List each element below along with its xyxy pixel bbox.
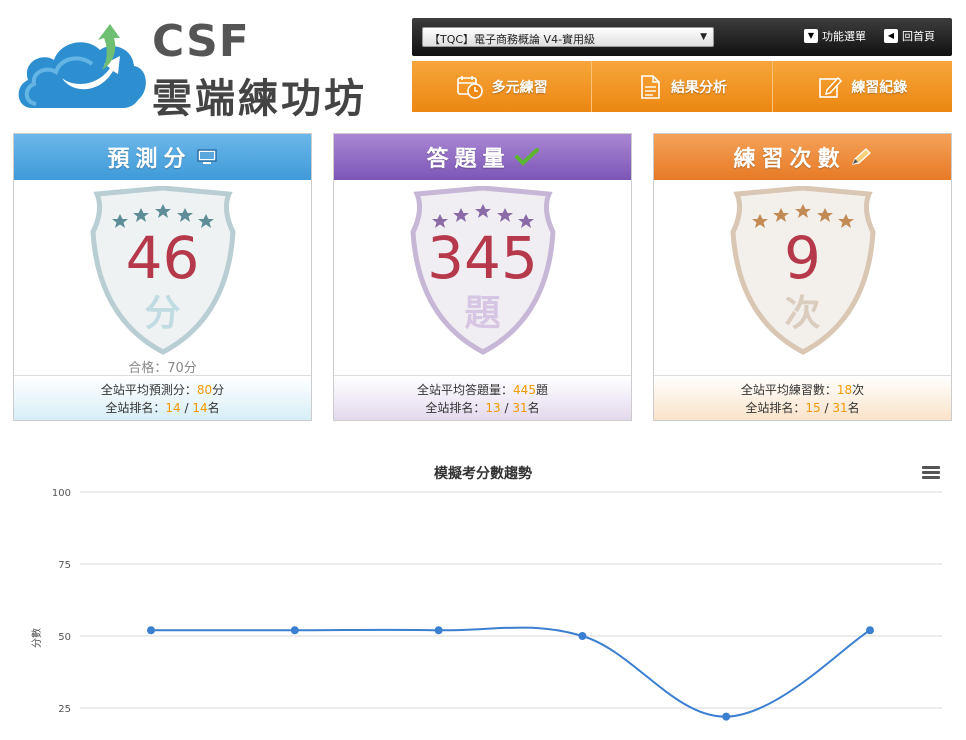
rank-unit: 名 [847, 401, 860, 415]
chevron-down-icon: ▼ [700, 32, 707, 42]
edit-icon [819, 76, 843, 98]
shield-badge-icon [410, 186, 556, 355]
answered-count-value: 345 [427, 224, 538, 292]
rank-separator: / [500, 401, 513, 415]
practice-count-value: 9 [784, 224, 821, 292]
rank-unit: 名 [207, 401, 220, 415]
chart-plot: 分數 25 50 75 100 [30, 488, 942, 721]
site-rank-line: 全站排名：15 / 31名 [654, 399, 951, 417]
predicted-score-unit: 分 [144, 293, 181, 334]
rank-separator: / [180, 401, 193, 415]
data-point[interactable] [147, 626, 155, 635]
site-average-line: 全站平均答題量：445題 [334, 381, 631, 399]
document-icon [641, 74, 660, 99]
questions-answered-card: 答題量 345 題 全站平均答題量：445題 全站排名：13 / 31名 [333, 133, 632, 421]
series-line [150, 626, 871, 718]
card-footer: 全站平均答題量：445題 全站排名：13 / 31名 [334, 375, 631, 420]
data-point[interactable] [578, 632, 587, 640]
nav-practice-record[interactable]: 練習紀錄 [773, 61, 952, 112]
avg-value: 445 [513, 383, 536, 397]
nav-multi-practice[interactable]: 多元練習 [412, 61, 593, 112]
logo-abbr: CSF [152, 16, 250, 67]
y-tick-label: 50 [58, 632, 71, 643]
nav-practice-record-label: 練習紀錄 [851, 79, 908, 96]
nav-result-analysis[interactable]: 結果分析 [592, 61, 773, 112]
cloud-logo-icon [18, 24, 146, 108]
pencil-icon [851, 148, 871, 165]
avg-label: 全站平均練習數： [740, 383, 837, 397]
hamburger-menu-icon[interactable] [922, 466, 940, 480]
practice-count-card: 練習次數 9 次 全站平均練習數：18次 全站排名：15 / 31名 [653, 133, 952, 421]
avg-label: 全站平均預測分： [100, 383, 197, 397]
logo-name: 雲端練功坊 [152, 76, 367, 122]
predicted-score-value: 46 [125, 224, 200, 292]
answered-count-unit: 題 [464, 293, 501, 334]
card-title: 預測分 [107, 147, 192, 172]
rank-separator: / [820, 401, 833, 415]
course-select-value: 【TQC】電子商務概論 V4-實用級 [429, 33, 596, 46]
course-select[interactable]: 【TQC】電子商務概論 V4-實用級 ▼ [422, 27, 714, 47]
rank-total: 14 [192, 401, 208, 415]
rank-value: 15 [805, 401, 821, 415]
check-icon [514, 148, 539, 166]
card-footer: 全站平均練習數：18次 全站排名：15 / 31名 [654, 375, 951, 420]
card-header: 練習次數 [654, 134, 951, 180]
rank-label: 全站排名： [105, 401, 166, 415]
site-average-line: 全站平均練習數：18次 [654, 381, 951, 399]
y-axis-label: 分數 [30, 628, 43, 648]
card-title: 答題量 [426, 147, 511, 172]
data-point[interactable] [722, 712, 731, 721]
practice-count-unit: 次 [784, 293, 821, 334]
monitor-icon [196, 149, 217, 164]
data-point[interactable] [866, 626, 874, 635]
card-header: 預測分 [14, 134, 311, 180]
avg-value: 80 [196, 383, 213, 397]
home-link[interactable]: ◀ 回首頁 [884, 28, 935, 44]
main-nav: 多元練習 結果分析 練習紀錄 [412, 61, 952, 112]
caret-down-icon: ▼ [804, 29, 818, 43]
top-bar: 【TQC】電子商務概論 V4-實用級 ▼ ▼ 功能選單 ◀ 回首頁 [412, 18, 952, 56]
avg-unit: 分 [212, 383, 225, 397]
site-rank-line: 全站排名：14 / 14名 [14, 399, 311, 417]
card-footer: 全站平均預測分：80分 全站排名：14 / 14名 [14, 375, 311, 420]
shield-badge-icon [90, 186, 236, 355]
site-rank-line: 全站排名：13 / 31名 [334, 399, 631, 417]
rank-unit: 名 [527, 401, 540, 415]
data-point[interactable] [290, 626, 299, 635]
function-menu-label: 功能選單 [822, 30, 866, 43]
rank-label: 全站排名： [425, 401, 486, 415]
avg-unit: 題 [535, 383, 548, 397]
site-average-line: 全站平均預測分：80分 [14, 381, 311, 399]
card-title: 練習次數 [733, 147, 846, 172]
shield-badge-icon [730, 186, 876, 355]
function-menu-link[interactable]: ▼ 功能選單 [804, 28, 866, 44]
nav-result-analysis-label: 結果分析 [670, 79, 727, 96]
csf-logo[interactable]: CSF 雲端練功坊 [14, 16, 394, 122]
data-point[interactable] [434, 626, 443, 635]
rank-total: 31 [512, 401, 528, 415]
caret-left-icon: ◀ [884, 29, 898, 43]
nav-multi-practice-label: 多元練習 [491, 79, 548, 96]
score-trend-chart: 模擬考分數趨勢 分數 25 50 75 100 [0, 450, 966, 740]
rank-value: 14 [165, 401, 181, 415]
avg-unit: 次 [852, 383, 865, 397]
predicted-score-card: 預測分 46 分 合格：70分 全站平均預測分：80分 全站排名：14 / 14… [13, 133, 312, 421]
rank-label: 全站排名： [745, 401, 806, 415]
calendar-clock-icon [456, 75, 483, 99]
avg-label: 全站平均答題量： [417, 383, 514, 397]
avg-value: 18 [836, 383, 853, 397]
y-tick-label: 100 [52, 488, 71, 499]
card-header: 答題量 [334, 134, 631, 180]
chart-title: 模擬考分數趨勢 [434, 466, 532, 482]
rank-value: 13 [485, 401, 501, 415]
rank-total: 31 [832, 401, 848, 415]
y-tick-label: 75 [58, 560, 71, 571]
home-label: 回首頁 [902, 30, 935, 43]
y-tick-label: 25 [58, 704, 71, 715]
pass-score: 合格：70分 [128, 361, 197, 376]
